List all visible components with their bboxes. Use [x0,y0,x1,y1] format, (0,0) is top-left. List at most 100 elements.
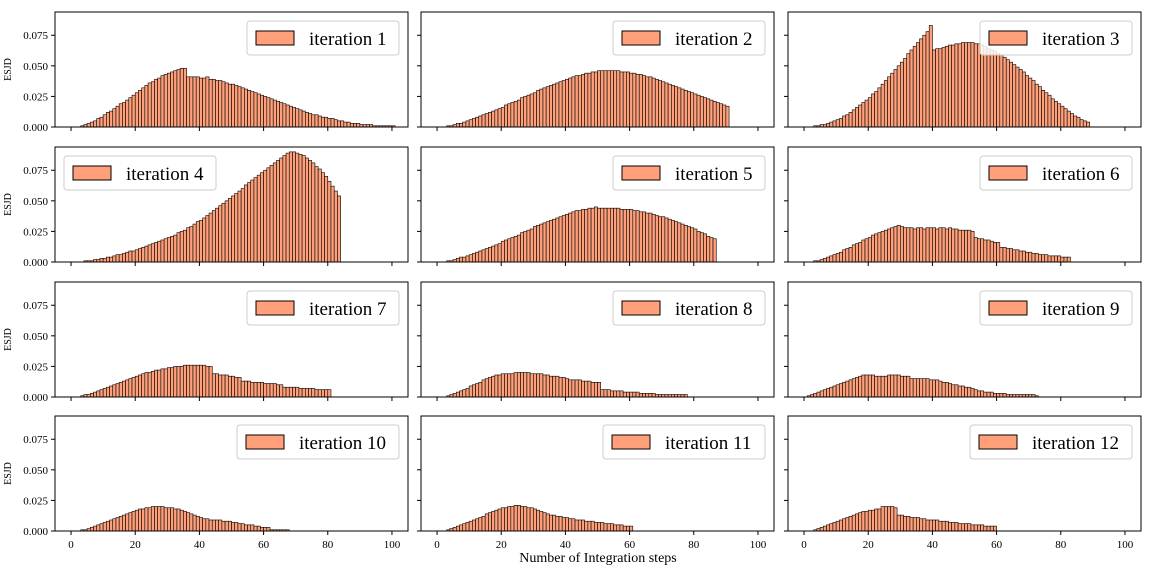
histogram-bar [693,93,698,128]
histogram-bar [896,65,901,128]
histogram-bar [883,375,888,398]
histogram-bar [967,523,972,532]
histogram-bar [154,369,158,398]
y-tick-label: 0.025 [23,495,48,507]
histogram-bar [1054,255,1058,263]
histogram-bar [189,226,194,263]
x-tick-label: 0 [801,539,807,551]
histogram-bar [269,165,274,263]
histogram-bar [568,77,573,128]
histogram-bar [147,372,152,398]
histogram-bar [247,380,252,398]
histogram-bar [170,236,175,263]
histogram-bar [871,509,875,532]
axes-frame [787,415,1142,532]
histogram-bar [957,43,962,128]
axes-frame [420,146,775,263]
histogram-bar [112,384,117,398]
histogram-bar [549,514,553,532]
histogram-bar [858,242,863,263]
histogram-bar [826,256,831,263]
histogram-bar [1009,61,1013,128]
histogram-bar [1057,103,1062,128]
y-axis-label: ESJD [3,328,14,351]
y-tick-label: 0.075 [23,165,48,177]
histogram-bar [539,223,544,263]
histogram-bar [125,99,130,128]
histogram-bar [472,519,476,532]
histogram-bar [170,367,175,398]
chart-panel-1: 0.000 0.025 0.050 0.075 ESJD iteration 1 [3,11,409,134]
legend-label: iteration 1 [309,29,387,50]
histogram-bar [973,524,978,532]
histogram-bar [935,228,940,263]
histogram-bar [970,524,975,532]
histogram-bar [144,85,149,128]
histogram-bar [147,82,152,128]
histogram-bar [224,82,229,128]
histogram-bar [944,228,949,263]
histogram-bar [247,182,252,263]
histogram-bar [832,254,837,263]
histogram-bar [545,221,550,263]
histogram-bar [468,385,473,398]
histogram-bar [269,383,274,398]
histogram-bar [980,524,985,532]
histogram-bar [680,223,685,263]
histogram-bar [330,185,335,263]
histogram-bar [555,217,560,263]
histogram-bar [977,524,981,532]
axes-frame [787,11,1142,128]
histogram-bar [561,517,566,532]
histogram-bar [160,75,165,128]
histogram-bar [848,379,853,398]
histogram-bar [234,193,239,263]
histogram-bar [260,94,264,128]
histogram-bar [128,97,133,128]
histogram-bar [131,250,136,263]
histogram-bar [1028,251,1033,263]
histogram-bar [189,513,194,532]
histogram-bar [919,378,924,398]
histogram-bar [160,506,165,532]
histogram-bar [199,517,203,532]
histogram-bar [1076,116,1081,128]
histogram-bar [877,508,882,532]
histogram-bar [587,207,592,263]
histogram-bar [832,120,837,128]
histogram-bar [829,386,834,398]
histogram-bar [542,512,547,532]
histogram-bar [826,388,831,398]
histogram-bar [893,226,898,263]
histogram-bar [951,44,956,128]
histogram-bar [272,162,277,263]
histogram-bar [890,72,895,128]
histogram-bar [1025,75,1029,128]
histogram-bar [616,70,621,128]
histogram-bar [276,160,280,263]
histogram-bar [1038,254,1042,263]
histogram-bar [314,166,319,263]
histogram-bar [954,384,959,398]
histogram-bar [1034,253,1039,263]
histogram-bar [835,384,840,398]
histogram-bar [845,114,850,128]
histogram-bar [494,374,499,398]
histogram-bar [1060,256,1065,263]
histogram-bar [855,513,859,532]
histogram-bar [481,114,486,128]
axes-frame [54,281,409,398]
histogram-bar [1025,251,1029,263]
histogram-bar [954,228,959,263]
histogram-bar [484,378,489,398]
histogram-bar [932,519,936,532]
histogram-bar [725,105,730,128]
histogram-bar [861,102,866,128]
histogram-bar [964,386,969,398]
x-tick-label: 40 [927,539,939,551]
histogram-bar [622,391,627,398]
histogram-bar [324,176,329,263]
histogram-bar [314,114,319,128]
histogram-bar [237,377,242,398]
histogram-bar [321,389,325,398]
